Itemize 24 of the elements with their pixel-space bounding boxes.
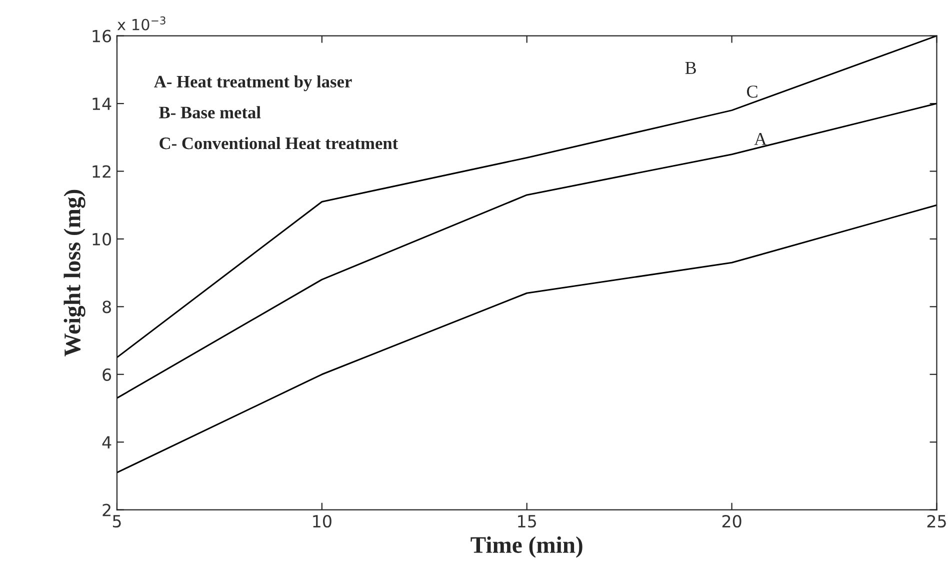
x-tick-label: 10	[313, 514, 332, 528]
y-tick-label: 12	[92, 165, 110, 178]
y-tick-label: 14	[92, 98, 112, 110]
y-axis-title: Weight loss (mg)	[64, 190, 86, 356]
x-tick-label: 5	[112, 515, 121, 528]
annotation: C- Conventional Heat treatment	[160, 136, 398, 150]
line-series	[116, 204, 937, 474]
y-tick-label: 2	[102, 504, 110, 516]
y-tick-label: 16	[92, 30, 112, 42]
x-tick-label: 20	[722, 514, 742, 528]
y-tick-label: 4	[102, 436, 112, 448]
annotation: B	[685, 62, 696, 74]
annotation: B- Base metal	[159, 106, 261, 118]
annotation: A	[754, 133, 767, 145]
annotation: C	[747, 86, 758, 98]
y-tick-label: 8	[102, 300, 111, 314]
y-tick-label: 10	[92, 232, 112, 246]
annotation: A- Heat treatment by laser	[154, 75, 352, 92]
x-tick-label: 25	[927, 514, 946, 528]
x-tick-label: 15	[518, 515, 536, 528]
line-series	[116, 102, 937, 399]
text: x 10$^{−3}$	[117, 16, 166, 30]
y-tick-label: 6	[102, 368, 112, 381]
x-axis-title: Time (min)	[470, 536, 582, 558]
